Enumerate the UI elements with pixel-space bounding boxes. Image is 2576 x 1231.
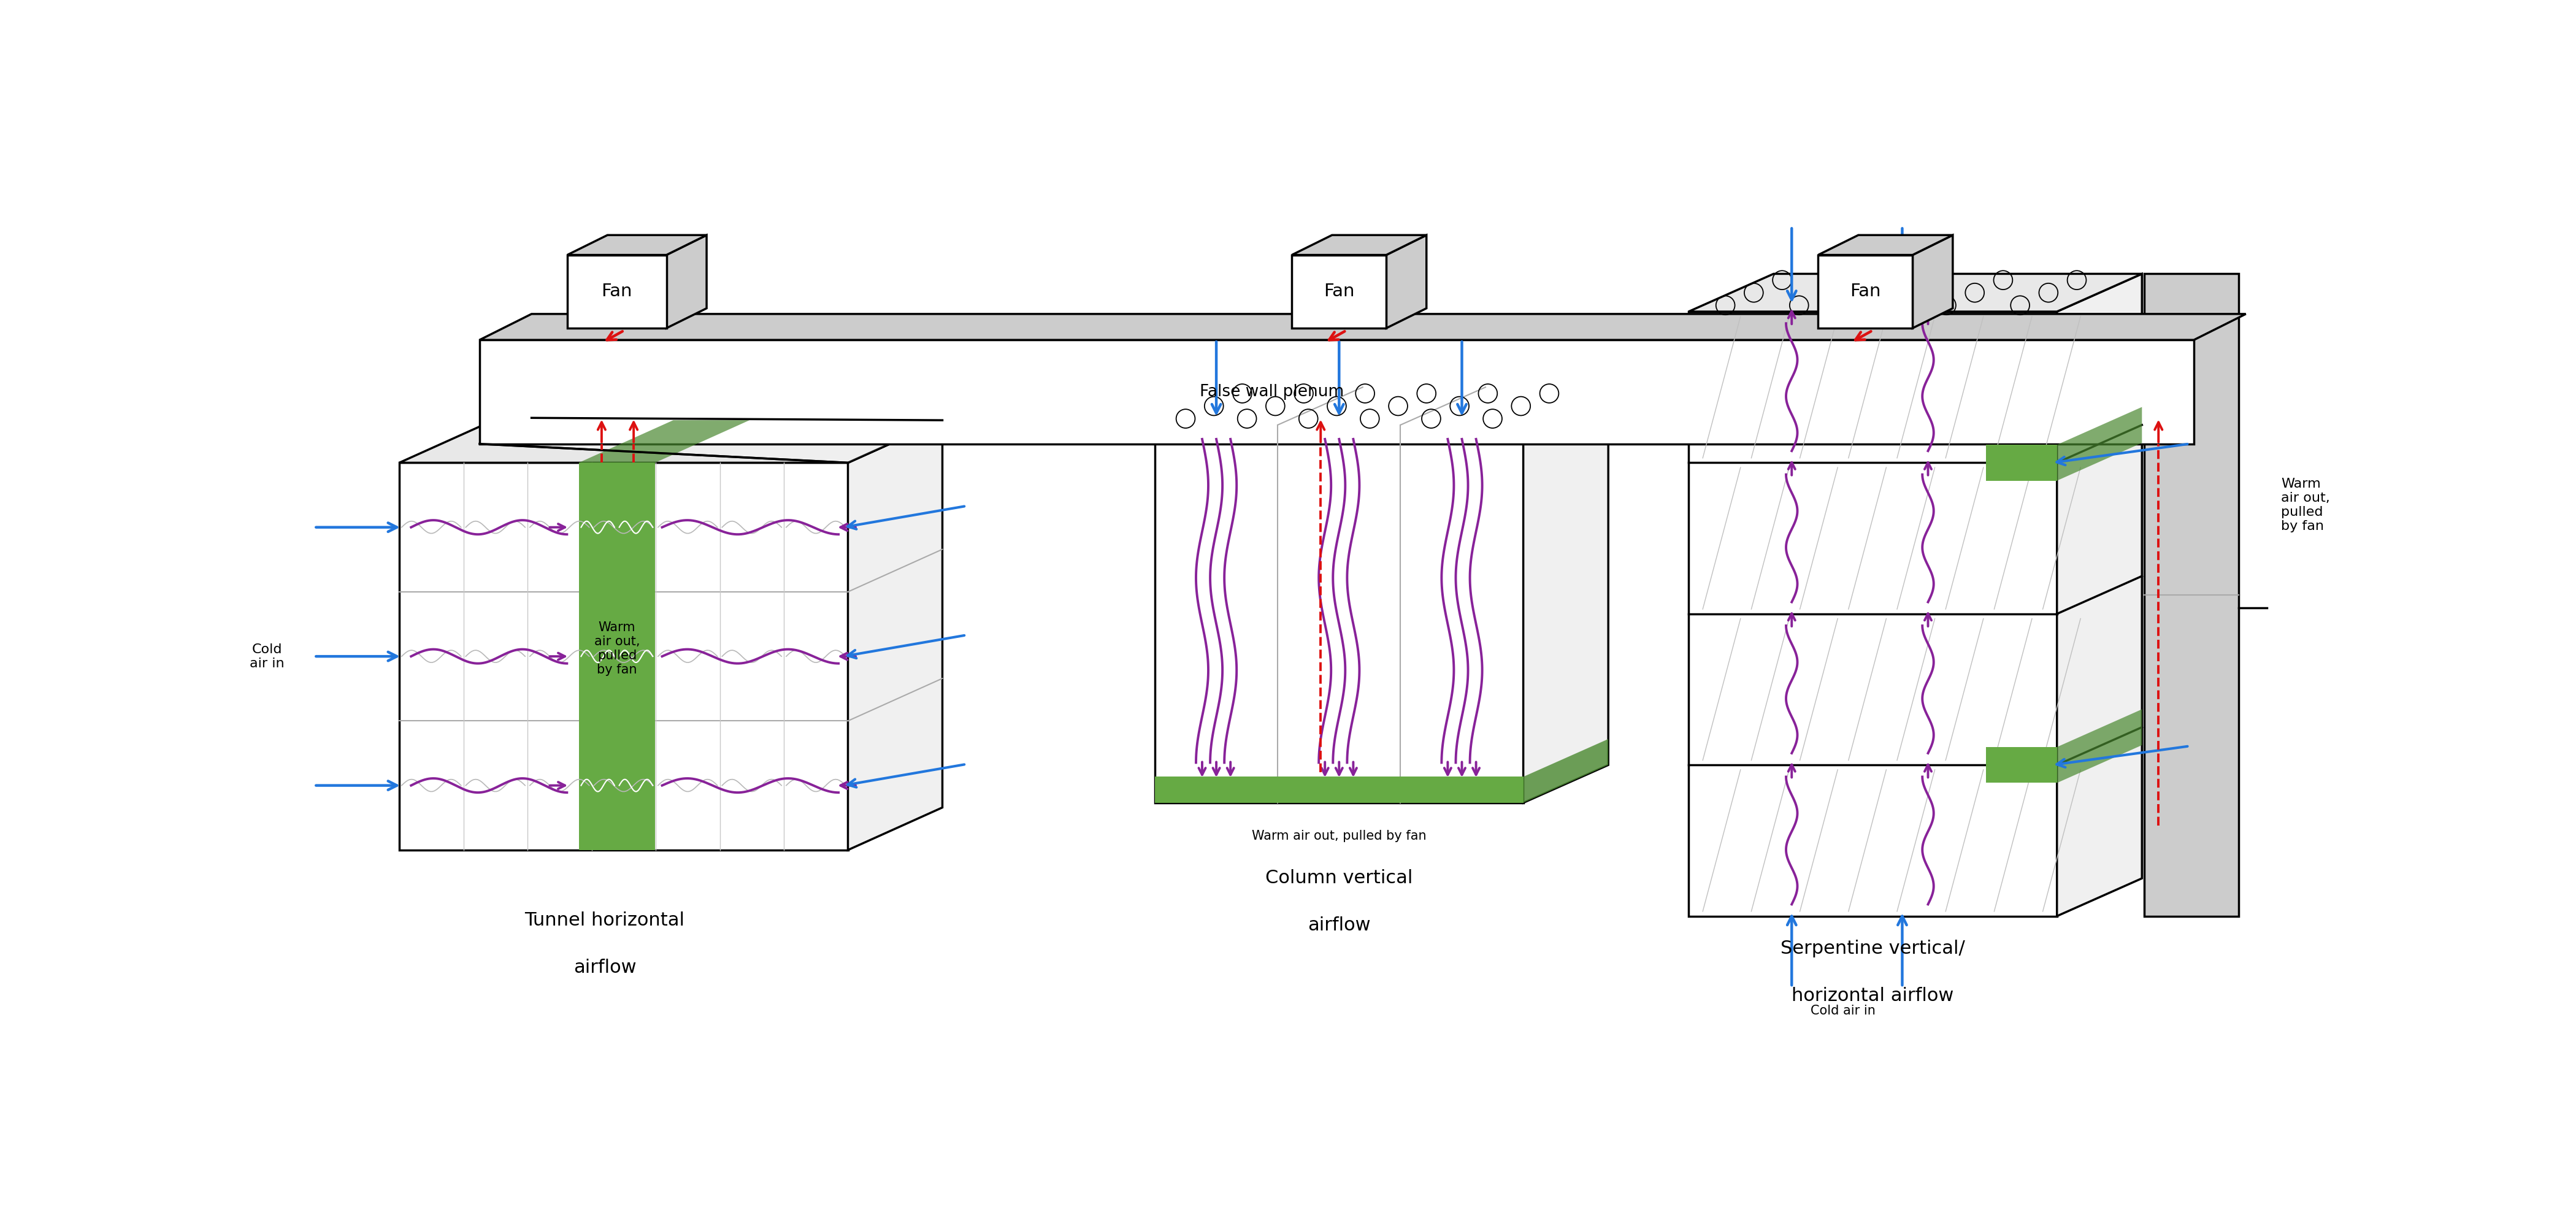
Bar	[1819, 255, 1911, 329]
Bar	[1154, 777, 1522, 803]
Text: Cold
air in: Cold air in	[250, 643, 283, 670]
Text: False wall plenum: False wall plenum	[1200, 384, 1345, 400]
Polygon shape	[399, 420, 943, 463]
Bar	[1293, 255, 1386, 329]
Polygon shape	[1690, 273, 2141, 311]
Polygon shape	[479, 417, 943, 463]
Text: Fan: Fan	[600, 283, 631, 300]
Text: Column vertical: Column vertical	[1265, 869, 1412, 886]
Polygon shape	[567, 235, 706, 255]
Polygon shape	[1293, 235, 1427, 255]
Polygon shape	[1386, 235, 1427, 329]
Bar	[1986, 747, 2058, 783]
Polygon shape	[1819, 235, 1953, 255]
Bar	[2143, 273, 2239, 916]
Polygon shape	[848, 420, 943, 849]
Polygon shape	[580, 420, 750, 463]
Text: Fan: Fan	[1324, 283, 1355, 300]
Bar	[399, 463, 848, 849]
Polygon shape	[1522, 739, 1607, 803]
Polygon shape	[2058, 273, 2141, 916]
Text: Cold air in: Cold air in	[1324, 310, 1391, 323]
Text: Warm
air out,
pulled
by fan: Warm air out, pulled by fan	[595, 622, 639, 676]
Polygon shape	[479, 314, 2246, 340]
Polygon shape	[2058, 709, 2141, 783]
Bar	[580, 463, 654, 849]
Bar	[479, 340, 2195, 444]
Polygon shape	[1154, 388, 1607, 425]
Text: horizontal airflow: horizontal airflow	[1793, 987, 1953, 1004]
Polygon shape	[1911, 235, 1953, 329]
Text: Warm air out, pulled by fan: Warm air out, pulled by fan	[1252, 830, 1427, 842]
Text: Tunnel horizontal: Tunnel horizontal	[526, 911, 685, 929]
Text: airflow: airflow	[574, 959, 636, 976]
Bar	[1986, 444, 2058, 480]
Polygon shape	[667, 235, 706, 329]
Text: Serpentine vertical/: Serpentine vertical/	[1780, 939, 1965, 958]
Text: Cold air in: Cold air in	[1811, 1004, 1875, 1017]
Bar	[567, 255, 667, 329]
Polygon shape	[1522, 388, 1607, 803]
Bar	[1690, 311, 2056, 916]
Bar	[1154, 425, 1522, 803]
Text: Fan: Fan	[1850, 283, 1880, 300]
Text: airflow: airflow	[1309, 916, 1370, 934]
Text: Warm
air out,
pulled
by fan: Warm air out, pulled by fan	[2282, 478, 2331, 533]
Polygon shape	[2058, 407, 2141, 480]
